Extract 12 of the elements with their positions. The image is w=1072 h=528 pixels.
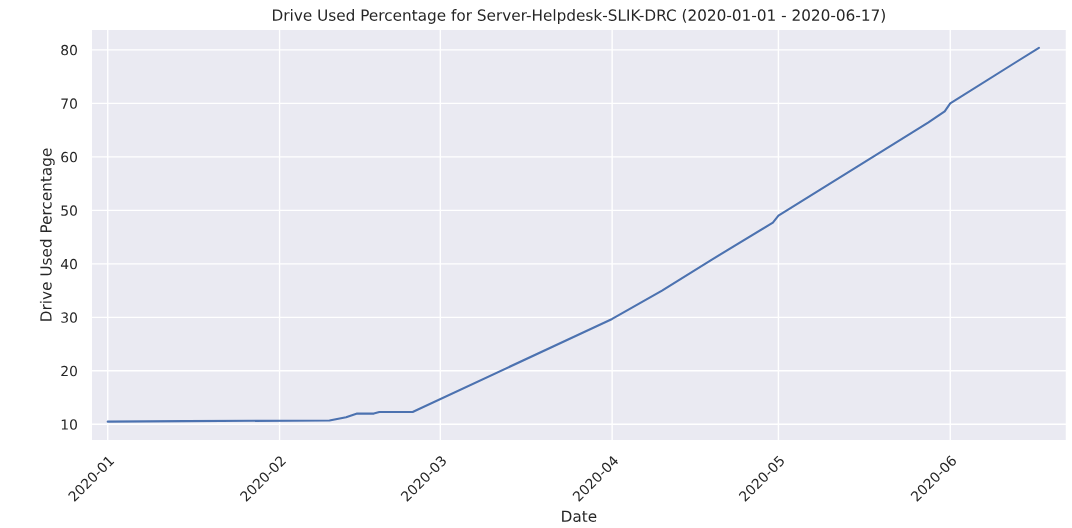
y-tick-label: 40: [60, 258, 77, 270]
y-axis-title: Drive Used Percentage: [39, 148, 55, 321]
y-tick-label: 50: [61, 205, 77, 216]
x-axis-title: Date: [562, 510, 597, 522]
line-series: [106, 46, 1040, 423]
y-tick-label: 10: [61, 419, 77, 430]
y-tick-label: 80: [61, 44, 77, 56]
y-tick-label: 30: [61, 312, 77, 323]
chart-title: Drive Used Percentage for Server-Helpdesk-SLIK-DRC (2020-01-01 - 2020-06-17): [273, 9, 885, 24]
y-tick-label: 60: [61, 151, 77, 163]
y-tick-label: 70: [61, 98, 77, 109]
y-tick-label: 20: [61, 365, 77, 377]
